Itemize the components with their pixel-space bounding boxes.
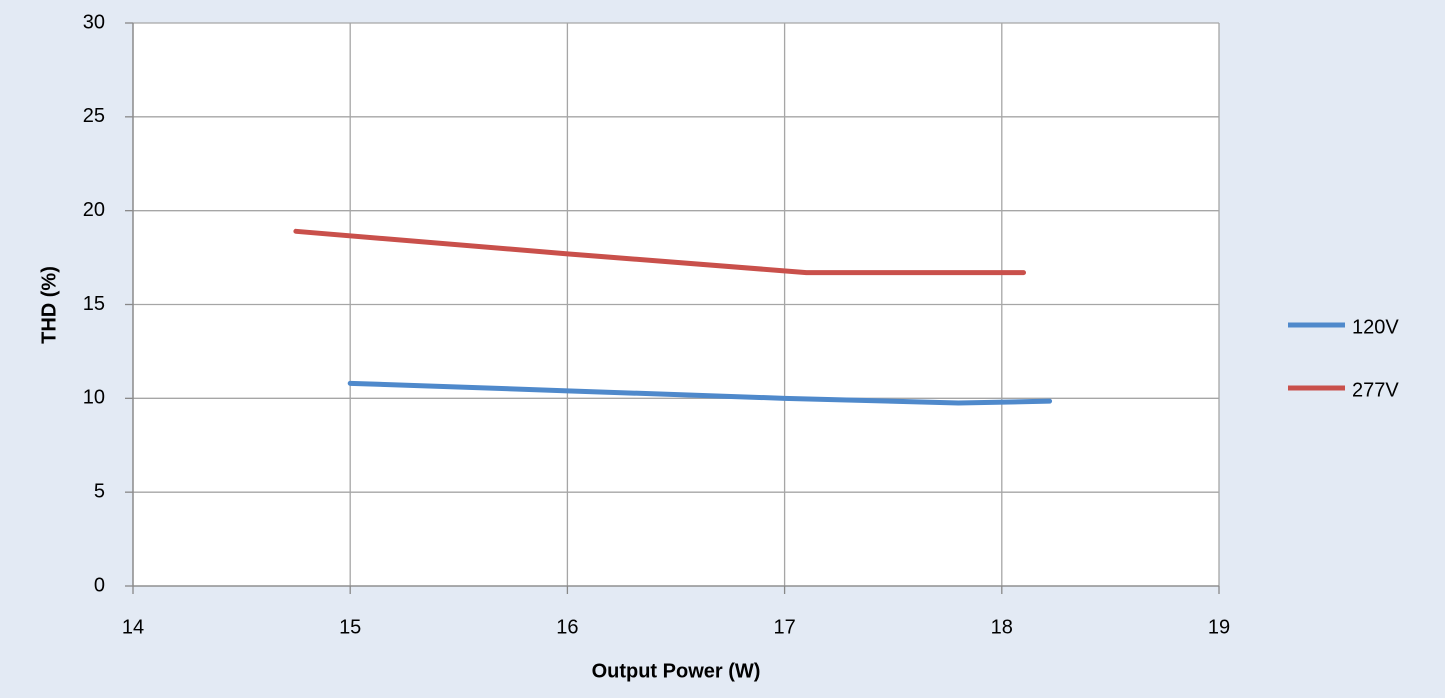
x-axis-label: Output Power (W)	[592, 660, 761, 682]
y-tick-label: 15	[83, 293, 105, 315]
x-tick-label: 15	[339, 616, 361, 638]
series-line	[347, 380, 1053, 406]
x-tick-label: 14	[122, 616, 144, 638]
y-tick-label: 30	[83, 11, 105, 33]
x-tick-label: 16	[556, 616, 578, 638]
y-tick-label: 5	[94, 480, 105, 502]
y-tick-label: 25	[83, 105, 105, 127]
x-tick-label: 18	[991, 616, 1013, 638]
y-axis-label: THD (%)	[38, 266, 60, 344]
x-tick-label: 17	[773, 616, 795, 638]
y-tick-label: 10	[83, 387, 105, 409]
y-tick-label: 0	[94, 574, 105, 596]
legend-label: 277V	[1352, 379, 1399, 401]
x-tick-label: 19	[1208, 616, 1230, 638]
legend-label: 120V	[1352, 316, 1399, 338]
series-line	[293, 228, 1027, 276]
y-tick-label: 20	[83, 199, 105, 221]
